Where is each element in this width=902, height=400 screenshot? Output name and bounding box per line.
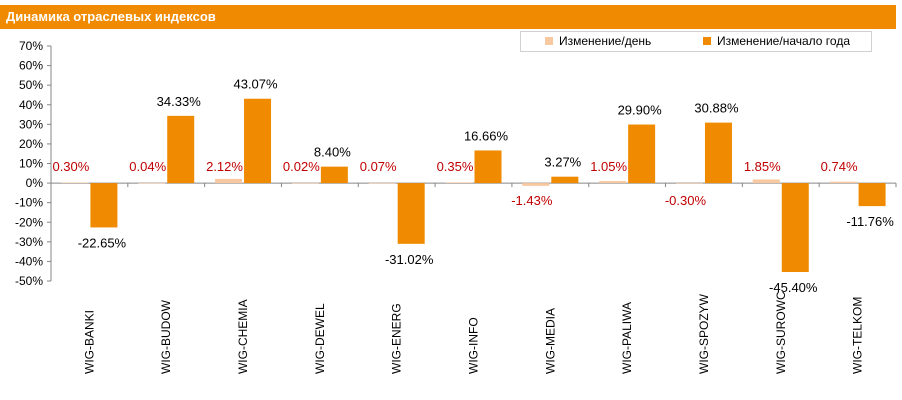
bar-daily [215, 178, 243, 184]
chart-title: Динамика отраслевых индексов [6, 9, 216, 24]
bar-ytd [858, 183, 886, 207]
bar-ytd [320, 166, 348, 184]
data-label-ytd: -11.76% [846, 214, 894, 229]
data-label-daily: 0.35% [437, 159, 474, 174]
y-tick-label: 20% [19, 137, 43, 151]
y-tick-label: 40% [19, 98, 43, 112]
y-tick-label: 10% [19, 157, 43, 171]
data-label-ytd: 8.40% [314, 145, 351, 160]
y-tick-label: 30% [19, 117, 43, 131]
bar-daily [522, 183, 550, 186]
bar-daily [138, 183, 166, 184]
x-category-label: WIG-ENERG [390, 303, 404, 374]
bar-daily [445, 182, 473, 184]
bar-ytd [781, 183, 809, 272]
bar-daily [752, 179, 780, 184]
bar-ytd [397, 183, 425, 244]
chart-legend: Изменение/день Изменение/начало года [520, 31, 872, 52]
data-label-ytd: -31.02% [385, 252, 434, 267]
bar-ytd [244, 98, 272, 184]
x-category-label: WIG-INFO [467, 317, 481, 374]
legend-item-ytd: Изменение/начало года [703, 34, 850, 48]
legend-swatch-ytd [703, 37, 711, 45]
data-label-ytd: 34.33% [157, 94, 202, 109]
bar-daily [599, 181, 627, 184]
x-category-label: WIG-DEWEL [313, 303, 327, 374]
bar-daily [829, 181, 857, 184]
x-category-label: WIG-SUROWC [774, 291, 788, 374]
bar-daily [675, 183, 703, 184]
bar-ytd [551, 176, 579, 184]
data-label-ytd: 30.88% [694, 101, 739, 116]
x-category-label: WIG-MEDIA [543, 308, 557, 374]
x-category-label: WIG-PALIWA [620, 302, 634, 374]
bar-ytd [167, 115, 195, 184]
bar-ytd [474, 150, 502, 184]
legend-label-daily: Изменение/день [559, 34, 652, 48]
data-label-ytd: 3.27% [544, 155, 581, 170]
y-tick-label: -10% [15, 196, 43, 210]
x-category-label: WIG-CHEMIA [236, 299, 250, 374]
data-label-ytd: -45.40% [769, 280, 818, 295]
data-label-daily: 0.02% [283, 159, 320, 174]
header-bar: Динамика отраслевых индексов [0, 5, 896, 29]
y-tick-label: 50% [19, 78, 43, 92]
bar-daily [61, 182, 89, 184]
data-label-daily: -1.43% [511, 193, 553, 208]
y-tick-label: -50% [15, 274, 43, 288]
legend-item-daily: Изменение/день [545, 34, 651, 48]
data-label-ytd: 43.07% [233, 77, 278, 92]
y-tick-label: 60% [19, 59, 43, 73]
y-tick-label: -40% [15, 254, 43, 268]
data-label-ytd: 29.90% [618, 103, 663, 118]
data-label-daily: -0.30% [665, 193, 707, 208]
y-tick-label: 70% [19, 39, 43, 53]
y-tick-label: -30% [15, 235, 43, 249]
bar-ytd [90, 183, 118, 228]
y-tick-label: -20% [15, 215, 43, 229]
bar-daily [291, 183, 319, 184]
legend-label-ytd: Изменение/начало года [717, 34, 850, 48]
x-category-label: WIG-SPOZYW [697, 293, 711, 374]
data-label-daily: 0.04% [129, 159, 166, 174]
data-label-daily: 2.12% [206, 159, 243, 174]
data-label-ytd: 16.66% [464, 128, 509, 143]
data-label-daily: 1.05% [590, 159, 627, 174]
x-category-label: WIG-BANKI [82, 310, 96, 374]
data-label-daily: 0.30% [52, 159, 89, 174]
data-label-daily: 1.85% [744, 159, 781, 174]
data-label-daily: 0.74% [821, 159, 858, 174]
data-label-ytd: -22.65% [78, 235, 127, 250]
data-label-daily: 0.07% [360, 159, 397, 174]
legend-swatch-daily [545, 37, 553, 45]
bar-daily [368, 182, 396, 184]
bar-ytd [704, 122, 732, 184]
x-category-label: WIG-BUDOW [159, 299, 173, 374]
bar-ytd [628, 124, 656, 184]
y-tick-label: 0% [26, 176, 44, 190]
x-category-label: WIG-TELKOM [851, 297, 865, 374]
